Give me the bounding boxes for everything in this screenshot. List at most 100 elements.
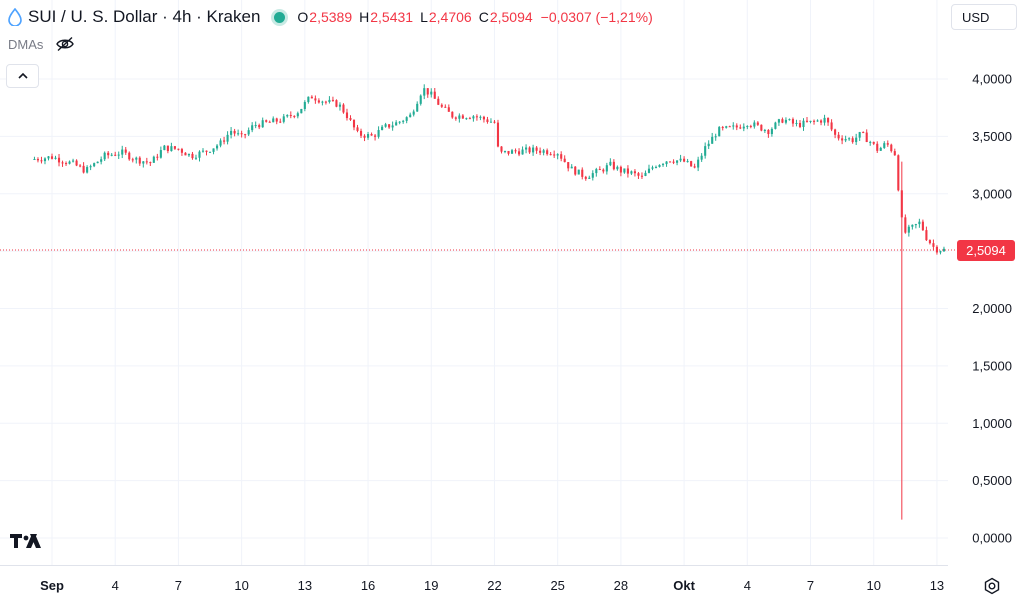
candle-body: [64, 163, 68, 165]
candle: [349, 115, 352, 121]
candle: [770, 127, 773, 137]
candle: [837, 131, 840, 141]
candle: [381, 124, 384, 131]
candle: [647, 164, 651, 174]
candle-body: [683, 158, 686, 162]
candle-body: [767, 130, 770, 135]
candle-body: [605, 165, 608, 172]
candle-body: [581, 169, 584, 177]
candle: [215, 144, 219, 151]
candle-body: [286, 114, 289, 117]
candle: [510, 148, 514, 154]
candle: [788, 118, 791, 121]
candle: [763, 128, 766, 133]
candle-body: [855, 137, 858, 143]
candle: [237, 129, 240, 136]
market-status-dot[interactable]: [274, 11, 286, 23]
candle: [321, 100, 324, 106]
candle: [79, 164, 82, 168]
candle-body: [458, 115, 461, 119]
candle-body: [563, 158, 566, 163]
candle-body: [862, 132, 865, 134]
candle: [584, 175, 587, 181]
candle-body: [749, 126, 752, 128]
time-tick-label: 7: [807, 578, 814, 593]
candle-body: [377, 130, 380, 137]
candle-body: [746, 126, 749, 128]
indicator-label[interactable]: DMAs: [8, 36, 44, 52]
candle: [479, 115, 482, 121]
candle: [205, 150, 208, 156]
time-tick-label: 25: [550, 578, 564, 593]
candle-body: [110, 154, 113, 156]
candle-body: [177, 148, 180, 150]
candle-body: [47, 156, 50, 159]
candle: [398, 121, 401, 125]
candle-body: [212, 148, 215, 152]
price-axis: 4,00003,50003,00002,50002,00001,50001,00…: [972, 72, 1012, 546]
candle-body: [180, 149, 183, 153]
candle-body: [479, 116, 482, 118]
candle-body: [159, 150, 162, 158]
candle: [251, 122, 254, 133]
candle-body: [914, 224, 917, 226]
candle: [851, 136, 854, 144]
candle-body: [149, 162, 152, 164]
candle-body: [166, 145, 169, 152]
candle: [805, 117, 809, 123]
chart-settings-button[interactable]: [981, 575, 1003, 597]
candle-body: [798, 122, 802, 128]
candle-body: [732, 125, 735, 127]
candle: [869, 140, 872, 146]
candle-body: [107, 152, 110, 156]
candle-body: [718, 127, 721, 137]
candle: [82, 162, 85, 174]
candle-body: [907, 226, 910, 233]
candle-body: [820, 120, 823, 123]
candle: [539, 147, 542, 156]
candle: [553, 150, 556, 158]
candle: [458, 113, 461, 123]
candle: [208, 151, 212, 153]
time-tick-label: 7: [175, 578, 182, 593]
candle: [191, 151, 194, 160]
collapse-legend-button[interactable]: [6, 64, 39, 88]
candle: [314, 95, 317, 104]
candle: [187, 153, 191, 157]
candle: [433, 87, 436, 99]
candle: [149, 161, 152, 167]
candle: [591, 170, 594, 181]
candle-body: [384, 124, 387, 127]
candle: [293, 115, 296, 119]
candle-body: [482, 116, 485, 120]
candle-body: [433, 91, 436, 99]
candle-body: [777, 119, 780, 123]
currency-button[interactable]: USD: [951, 4, 1017, 30]
candle: [525, 144, 528, 154]
candle-body: [626, 168, 629, 174]
candle: [324, 100, 327, 105]
candle: [802, 118, 805, 131]
candle-body: [633, 171, 636, 174]
candle: [732, 122, 735, 130]
candle: [563, 155, 566, 163]
candle-body: [282, 116, 285, 122]
candle-body: [805, 120, 809, 122]
tradingview-logo-icon[interactable]: [10, 532, 48, 550]
candle: [265, 119, 268, 123]
candle-body: [163, 145, 166, 151]
candle-body: [198, 151, 201, 158]
candle-body: [500, 146, 503, 152]
eye-off-icon[interactable]: [55, 36, 75, 52]
candle: [317, 98, 320, 104]
candle-body: [535, 147, 538, 151]
candle: [500, 146, 503, 154]
candle-body: [156, 156, 159, 158]
candle-body: [844, 139, 847, 141]
candle: [338, 102, 342, 111]
candle: [679, 154, 682, 163]
candle-body: [690, 161, 693, 167]
symbol-title[interactable]: SUI / U. S. Dollar · 4h · Kraken: [28, 7, 261, 26]
